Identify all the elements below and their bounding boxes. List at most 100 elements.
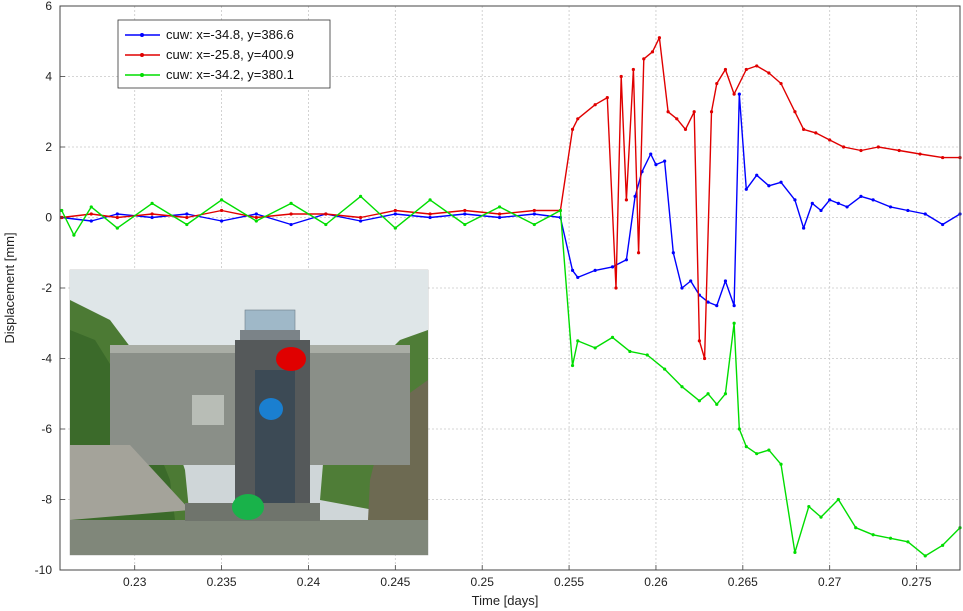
y-tick-label: 4 (45, 70, 52, 84)
data-point (428, 212, 432, 216)
data-point (463, 222, 467, 227)
data-point (289, 222, 293, 227)
data-point (649, 152, 653, 156)
data-point (841, 145, 846, 149)
y-tick-label: -6 (41, 422, 52, 436)
data-point (715, 81, 719, 86)
legend-marker (140, 73, 144, 77)
data-point (755, 64, 759, 68)
data-point (876, 145, 880, 149)
y-tick-label: -8 (41, 493, 52, 507)
data-point (593, 346, 597, 350)
y-tick-label: 2 (45, 140, 52, 154)
data-point (532, 212, 536, 216)
data-point (744, 67, 748, 72)
data-point (610, 265, 615, 269)
x-tick-label: 0.26 (644, 575, 668, 589)
x-tick-label: 0.255 (554, 575, 584, 589)
y-tick-label: -2 (41, 281, 52, 295)
data-point (185, 212, 189, 216)
data-point (737, 427, 741, 431)
data-point (802, 127, 806, 131)
data-point (810, 201, 814, 205)
data-point (702, 356, 707, 361)
data-point (324, 222, 328, 227)
data-point (663, 159, 667, 163)
data-point (941, 543, 945, 547)
y-tick-label: -10 (35, 563, 53, 577)
data-point (614, 286, 618, 290)
data-point (723, 67, 728, 72)
data-point (593, 268, 597, 272)
data-point (779, 180, 783, 184)
data-point (115, 212, 119, 216)
data-point (115, 226, 119, 230)
data-point (219, 198, 224, 202)
data-point (289, 212, 293, 216)
data-point (254, 212, 258, 216)
data-point (576, 339, 580, 343)
data-point (89, 212, 93, 216)
data-point (854, 526, 858, 530)
data-point (497, 215, 502, 220)
data-point (744, 445, 748, 449)
data-point (60, 208, 64, 213)
data-point (819, 515, 823, 519)
data-point (845, 205, 849, 209)
data-point (697, 339, 701, 343)
red-marker (276, 347, 306, 371)
data-point (666, 110, 670, 114)
data-point (558, 208, 562, 213)
data-point (631, 67, 635, 72)
data-point (793, 198, 797, 202)
y-tick-label: -4 (41, 352, 52, 366)
data-point (619, 74, 623, 79)
y-tick-label: 6 (45, 0, 52, 13)
data-point (642, 57, 646, 61)
data-point (624, 198, 629, 202)
data-point (779, 81, 783, 86)
data-point (497, 205, 502, 209)
data-point (802, 226, 806, 230)
y-tick-label: 0 (45, 211, 52, 225)
data-point (393, 226, 397, 230)
data-point (888, 205, 893, 209)
data-point (654, 163, 658, 167)
data-point (657, 36, 662, 40)
data-point (715, 304, 719, 308)
data-point (689, 279, 693, 283)
data-point (254, 215, 258, 220)
data-point (89, 219, 93, 223)
data-point (859, 194, 863, 198)
y-axis-label: Displacement [mm] (2, 232, 17, 343)
data-point (89, 205, 93, 209)
data-point (532, 222, 536, 227)
data-point (697, 399, 701, 403)
data-point (836, 497, 840, 502)
series-2 (60, 194, 962, 558)
data-point (793, 550, 797, 554)
data-point (755, 452, 759, 456)
data-point (393, 208, 397, 213)
data-point (150, 212, 154, 216)
data-point (570, 127, 575, 131)
x-axis-label: Time [days] (472, 593, 539, 608)
tick-labels: 0.23 0.235 0.24 0.245 0.25 0.255 0.26 0.265 0.27… (35, 0, 932, 589)
legend-entry: cuw: x=-34.8, y=386.6 (166, 27, 294, 42)
data-point (358, 194, 363, 198)
legend-marker (140, 53, 144, 57)
data-point (755, 173, 759, 177)
data-point (906, 540, 910, 544)
x-tick-label: 0.24 (297, 575, 321, 589)
data-point (779, 462, 783, 466)
data-point (814, 131, 818, 135)
dam-photo-inset (69, 269, 429, 556)
data-point (576, 275, 580, 280)
x-tick-label: 0.235 (207, 575, 237, 589)
data-point (888, 536, 893, 540)
data-point (633, 194, 637, 198)
data-point (671, 251, 675, 255)
data-point (650, 50, 655, 54)
data-point (683, 127, 688, 131)
data-point (906, 208, 910, 213)
